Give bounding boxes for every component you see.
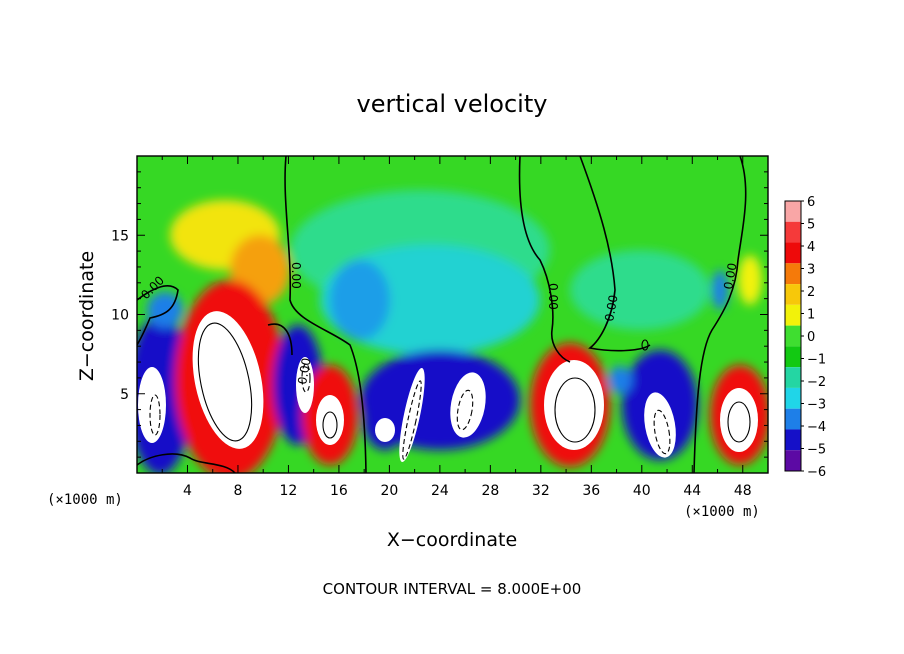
x-tick-label: 20 <box>380 483 398 499</box>
x-tick-label: 36 <box>582 483 600 499</box>
contour-label: 0.00 <box>602 294 620 323</box>
contour-label: 0.00 <box>546 283 560 310</box>
y-axis-title: Z−coordinate <box>76 251 98 381</box>
x-unit-left: (×1000 m) <box>47 492 123 508</box>
colorbar-swatch <box>785 242 801 264</box>
colorbar-label: −2 <box>807 375 826 390</box>
colorbar-swatch <box>785 304 801 326</box>
colorbar-label: 6 <box>807 195 815 210</box>
colorbar-swatch <box>785 221 801 243</box>
colorbar-label: 1 <box>807 308 815 323</box>
colorbar-swatch <box>785 325 801 347</box>
colorbar-label: 5 <box>807 218 815 233</box>
x-tick-label: 4 <box>183 483 192 499</box>
colorbar-swatch <box>785 429 801 451</box>
x-axis-title: X−coordinate <box>387 529 517 551</box>
x-tick-label: 48 <box>734 483 752 499</box>
colorbar-swatch <box>785 387 801 409</box>
x-tick-label: 12 <box>280 483 298 499</box>
x-unit-right: (×1000 m) <box>684 504 760 520</box>
colorbar-label: −4 <box>807 420 826 435</box>
y-tick-label: 5 <box>120 387 129 403</box>
x-tick-label: 40 <box>633 483 651 499</box>
colorbar-label: −1 <box>807 353 826 368</box>
plot-area: 0.00 0.00 0.00 0.00 0.00 0.00 <box>137 156 768 473</box>
colorbar-label: −6 <box>807 465 826 480</box>
contour-interval-note: CONTOUR INTERVAL = 8.000E+00 <box>323 580 582 598</box>
colorbar-label: −5 <box>807 443 826 458</box>
x-tick-label: 16 <box>330 483 348 499</box>
y-tick-label: 10 <box>111 308 129 324</box>
colorbar-label: 0 <box>807 330 815 345</box>
x-tick-label: 8 <box>233 483 242 499</box>
chart-title: vertical velocity <box>357 90 548 118</box>
colorbar-swatch <box>785 263 801 285</box>
colorbar-label: 3 <box>807 263 815 278</box>
x-axis: 4 8 12 16 20 24 28 32 36 40 44 48 <box>161 156 752 499</box>
inner-contours <box>149 322 751 460</box>
colorbar-swatch <box>785 408 801 430</box>
x-tick-label: 44 <box>683 483 701 499</box>
zero-contours <box>137 156 747 473</box>
x-tick-label: 24 <box>431 483 449 499</box>
velocity-field <box>137 190 768 473</box>
contour-label: 0.00 <box>289 262 303 289</box>
colorbar-swatch <box>785 450 801 471</box>
colorbar-swatch <box>785 201 801 222</box>
y-tick-label: 15 <box>111 228 129 244</box>
colorbar-label: 2 <box>807 285 815 300</box>
colorbar-swatch <box>785 346 801 368</box>
colorbar-swatch <box>785 284 801 305</box>
colorbar: 6 5 4 3 2 1 0 −1 −2 −3 −4 −5 −6 <box>784 195 826 480</box>
colorbar-label: 4 <box>807 240 815 255</box>
colorbar-swatch <box>785 367 801 388</box>
x-tick-label: 32 <box>532 483 550 499</box>
x-tick-label: 28 <box>481 483 499 499</box>
contour-label: 0.00 <box>295 357 313 386</box>
colorbar-label: −3 <box>807 398 826 413</box>
contour-label: 0.00 <box>721 262 739 291</box>
y-axis: 5 10 15 <box>111 171 768 458</box>
